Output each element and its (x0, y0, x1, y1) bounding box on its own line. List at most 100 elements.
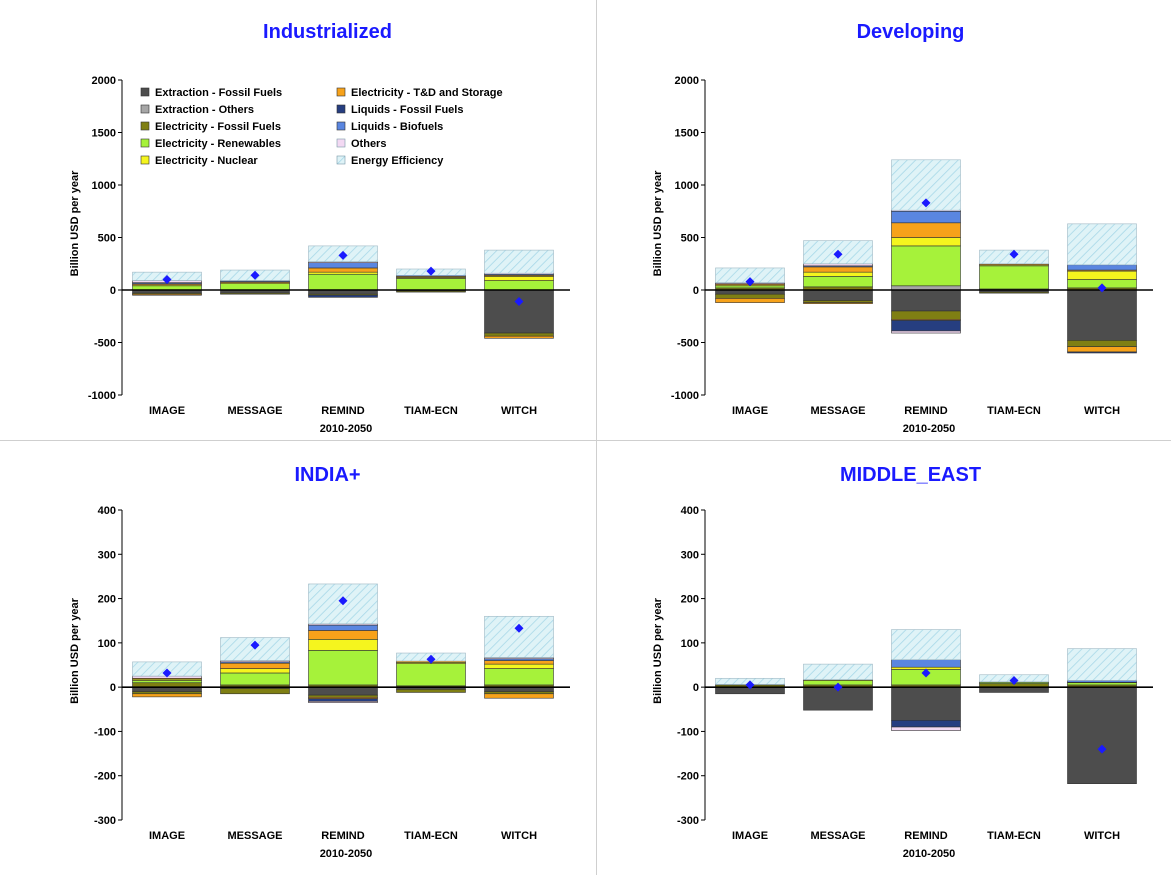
y-axis-title: Billion USD per year (652, 170, 664, 276)
bar-segment-elec_ren (221, 284, 290, 290)
y-tick-label: -500 (677, 338, 699, 350)
y-tick-label: 0 (110, 682, 116, 694)
bar-segment-elec_td (1068, 347, 1137, 352)
bar-segment-others (892, 331, 961, 333)
y-tick-label: 1000 (675, 180, 699, 192)
y-tick-label: 200 (681, 594, 699, 606)
x-axis-title: 2010-2050 (903, 423, 956, 432)
bar-segment-elec_td (133, 694, 202, 697)
chart-industrialized: Industrialized -1000 -500 0 500 1000 1500 2000 B… (0, 0, 583, 432)
x-category-label: TIAM-ECN (987, 405, 1041, 417)
bar-segment-liq_bio (892, 211, 961, 223)
bar-segment-ext_fossil (892, 687, 961, 720)
bar-segment-elec_fossil (485, 692, 554, 694)
bar-segment-elec_td (892, 223, 961, 238)
legend-swatch-ext_fossil (141, 88, 149, 96)
x-category-label: MESSAGE (810, 405, 865, 417)
bar-segment-liq_fossil (892, 320, 961, 331)
y-axis-title: Billion USD per year (652, 597, 664, 703)
bar-segment-elec_fossil (397, 291, 466, 292)
bar-segment-others (309, 701, 378, 702)
legend-swatch-elec_nuc (141, 156, 149, 164)
bar-segment-elec_td (309, 630, 378, 639)
x-category-label: REMIND (904, 405, 947, 417)
legend-swatch-ext_others (141, 105, 149, 113)
bar-segment-elec_fossil (133, 692, 202, 694)
bar-segment-elec_td (804, 267, 873, 272)
x-category-label: REMIND (904, 830, 947, 842)
bar-segment-liq_bio (309, 263, 378, 268)
y-axis-title: Billion USD per year (69, 170, 81, 276)
bar-segment-elec_ren (309, 650, 378, 685)
bar-segment-others (892, 727, 961, 731)
x-category-label: WITCH (1084, 405, 1120, 417)
bar-segment-elec_ren (397, 278, 466, 290)
x-category-label: WITCH (501, 405, 537, 417)
x-category-label: TIAM-ECN (404, 405, 458, 417)
chart-title: Developing (857, 21, 965, 43)
y-tick-label: -1000 (671, 390, 699, 402)
y-tick-label: 1500 (675, 128, 699, 140)
bar-segment-others (804, 264, 873, 266)
bar-segment-elec_fossil (309, 695, 378, 697)
bar-segment-eff (485, 250, 554, 273)
y-tick-label: -100 (677, 726, 699, 738)
y-tick-label: -500 (94, 338, 116, 350)
y-tick-label: 300 (98, 549, 116, 561)
legend-swatch-eff (337, 156, 345, 164)
y-tick-label: 0 (110, 285, 116, 297)
bar-segment-elec_ren (485, 669, 554, 685)
bar-segment-elec_td (133, 294, 202, 295)
x-axis-title: 2010-2050 (903, 848, 956, 860)
bar-segment-elec_td (716, 298, 785, 302)
bar-segment-elec_td (485, 336, 554, 338)
bar-segment-ext_fossil (892, 290, 961, 311)
y-tick-label: -100 (94, 726, 116, 738)
bar-segment-liq_fossil (309, 699, 378, 702)
legend-swatch-elec_td (337, 88, 345, 96)
bar-segment-elec_ren (892, 246, 961, 286)
bar-segment-eff (485, 616, 554, 657)
legend-swatch-elec_ren (141, 139, 149, 147)
x-category-label: WITCH (501, 830, 537, 842)
x-axis-title: 2010-2050 (320, 423, 373, 432)
bar-segment-elec_ren (804, 276, 873, 287)
y-tick-label: -300 (677, 815, 699, 827)
chart-title: Industrialized (263, 21, 392, 43)
x-category-label: MESSAGE (810, 830, 865, 842)
y-tick-label: 0 (693, 682, 699, 694)
horizontal-divider (0, 440, 1171, 441)
y-tick-label: -200 (94, 771, 116, 783)
chart-middle-east: MIDDLE_EAST -300 -200 -100 0 100 200 300 400 Bill… (583, 443, 1166, 875)
x-category-label: MESSAGE (227, 830, 282, 842)
chart-india: INDIA+-300-200-1000100200300400Billion U… (0, 443, 583, 875)
legend-label-elec_ren: Electricity - Renewables (155, 138, 281, 150)
bar-segment-elec_ren (716, 286, 785, 288)
bar-segment-liq_fossil (309, 295, 378, 297)
bar-segment-elec_ren (221, 673, 290, 685)
legend-swatch-liq_bio (337, 122, 345, 130)
bar-segment-elec_nuc (1068, 271, 1137, 279)
bar-segment-elec_nuc (804, 272, 873, 276)
x-category-label: IMAGE (732, 405, 768, 417)
x-axis-title: 2010-2050 (320, 848, 373, 860)
legend-label-ext_fossil: Extraction - Fossil Fuels (155, 87, 282, 99)
bar-segment-elec_ren (980, 266, 1049, 289)
bar-segment-ext_fossil (309, 687, 378, 695)
y-tick-label: -200 (677, 771, 699, 783)
bar-segment-ext_fossil (1068, 687, 1137, 784)
legend: Extraction - Fossil FuelsExtraction - Ot… (141, 87, 503, 167)
y-tick-label: 500 (98, 233, 116, 245)
bar-segment-ext_fossil (1068, 290, 1137, 340)
bar-segment-elec_ren (485, 281, 554, 290)
y-tick-label: 200 (98, 594, 116, 606)
x-category-label: IMAGE (732, 830, 768, 842)
bar-segment-elec_nuc (892, 238, 961, 246)
bar-segment-eff (804, 664, 873, 680)
bar-segment-elec_nuc (309, 272, 378, 274)
bar-segment-elec_fossil (221, 688, 290, 693)
legend-label-others: Others (351, 138, 386, 150)
bar-segment-elec_nuc (221, 669, 290, 673)
bar-segment-elec_ren (1068, 683, 1137, 685)
